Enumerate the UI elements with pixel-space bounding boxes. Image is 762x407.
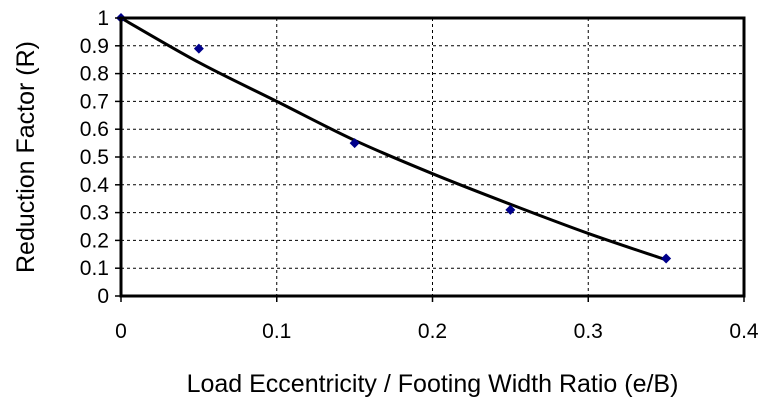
- x-tick-label-1: 0.1: [262, 320, 291, 343]
- y-tick-label-2: 0.2: [80, 229, 109, 252]
- data-point-4: [661, 253, 672, 264]
- y-tick-label-8: 0.8: [80, 63, 109, 86]
- x-tick-label-0: 0: [115, 320, 127, 343]
- y-tick-label-3: 0.3: [80, 202, 109, 225]
- y-tick-label-7: 0.7: [80, 90, 109, 113]
- y-tick-label-4: 0.4: [80, 174, 110, 197]
- y-axis-title: Reduction Factor (R): [12, 41, 40, 273]
- y-tick-label-5: 0.5: [80, 146, 109, 169]
- y-tick-label-6: 0.6: [80, 118, 109, 141]
- data-point-1: [193, 43, 204, 54]
- y-tick-label-10: 1: [97, 7, 109, 30]
- x-tick-label-2: 0.2: [418, 320, 447, 343]
- x-axis-title: Load Eccentricity / Footing Width Ratio …: [187, 370, 679, 398]
- ticks-group: [115, 17, 745, 302]
- data-point-2: [349, 138, 360, 149]
- data-point-3: [505, 204, 516, 215]
- y-tick-label-1: 0.1: [80, 257, 109, 280]
- trendline: [120, 16, 667, 262]
- y-tick-labels: 0 0.1 0.2 0.3 0.4 0.5 0.6 0.7 0.8 0.9 1: [80, 7, 110, 308]
- grid: [121, 18, 744, 296]
- x-tick-labels: 0 0.1 0.2 0.3 0.4: [115, 320, 759, 343]
- x-tick-label-3: 0.3: [574, 320, 603, 343]
- y-tick-label-0: 0: [97, 285, 109, 308]
- y-tick-label-9: 0.9: [80, 35, 109, 58]
- trendline-group: [120, 16, 667, 262]
- x-tick-label-4: 0.4: [729, 320, 759, 343]
